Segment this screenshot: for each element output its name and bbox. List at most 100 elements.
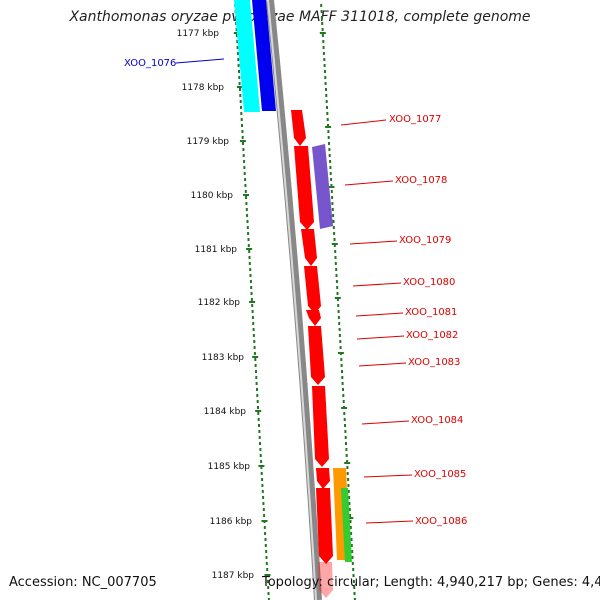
position-label: 1181 kbp <box>195 245 238 255</box>
connector-line <box>175 58 225 64</box>
track-dot <box>267 598 270 600</box>
track-dot <box>248 250 251 253</box>
track-dot <box>337 310 340 313</box>
track-major-tick <box>246 248 253 250</box>
track-dot <box>323 64 326 67</box>
track-dot <box>238 76 241 79</box>
gene-feature-red[interactable] <box>304 266 321 314</box>
connector-line <box>365 520 414 524</box>
track-dot <box>250 298 253 301</box>
track-dot <box>240 118 243 121</box>
track-dot <box>250 292 253 295</box>
gene-label[interactable]: XOO_1076 <box>124 58 176 69</box>
track-dot <box>242 148 245 151</box>
track-dot <box>237 64 240 67</box>
track-dot <box>251 304 254 307</box>
track-dot <box>266 568 269 571</box>
track-dot <box>342 400 345 403</box>
track-dot <box>241 130 244 133</box>
gene-feature-green[interactable] <box>341 488 352 562</box>
track-dot <box>257 406 259 409</box>
track-major-tick <box>341 407 348 409</box>
connector-line <box>358 362 407 367</box>
track-dot <box>264 538 267 541</box>
track-dot <box>338 328 341 331</box>
track-dot <box>263 514 266 517</box>
gene-feature-blue[interactable] <box>252 0 276 111</box>
gene-feature-purple[interactable] <box>312 144 333 229</box>
gene-feature-red[interactable] <box>306 310 321 326</box>
gene-label[interactable]: XOO_1086 <box>415 516 467 527</box>
track-dot <box>260 460 263 463</box>
track-dot <box>349 514 352 517</box>
track-dot <box>333 244 336 247</box>
position-label: 1186 kbp <box>210 517 253 527</box>
track-dot <box>261 478 264 481</box>
track-dot <box>239 88 241 91</box>
track-dot <box>324 76 327 79</box>
gene-label[interactable]: XOO_1085 <box>414 469 466 480</box>
track-dot <box>238 70 240 73</box>
gene-label[interactable]: XOO_1079 <box>399 235 451 246</box>
connector-line <box>355 312 404 317</box>
gene-label[interactable]: XOO_1082 <box>406 330 458 341</box>
track-dot <box>332 226 335 229</box>
position-label: 1180 kbp <box>191 191 234 201</box>
position-label: 1179 kbp <box>187 137 230 147</box>
gene-label[interactable]: XOO_1078 <box>395 175 447 186</box>
track-dot <box>348 502 351 505</box>
track-dot <box>352 568 355 571</box>
track-dot <box>266 580 269 583</box>
genome-title: Xanthomonas oryzae pv. oryzae MAFF 31101… <box>69 9 531 25</box>
track-dot <box>249 280 252 283</box>
track-dot <box>329 166 332 169</box>
gene-feature-red-faded[interactable] <box>318 562 333 598</box>
track-dot <box>344 424 346 427</box>
track-dot <box>262 508 265 511</box>
track-dot <box>260 466 263 469</box>
gene-label[interactable]: XOO_1077 <box>389 114 441 125</box>
track-dot <box>327 130 330 133</box>
track-dot <box>335 280 338 283</box>
gene-label[interactable]: XOO_1080 <box>403 277 455 288</box>
gene-labels: XOO_1076 XOO_1077 XOO_1078 XOO_1079 XOO_… <box>124 58 467 527</box>
track-dot <box>320 10 323 13</box>
connector-line <box>356 335 405 340</box>
gene-label[interactable]: XOO_1083 <box>408 357 460 368</box>
track-dot <box>321 28 324 31</box>
track-dot <box>324 82 327 85</box>
track-dot <box>253 340 256 343</box>
position-label: 1185 kbp <box>208 462 251 472</box>
track-dot <box>254 358 257 361</box>
gene-label[interactable]: XOO_1084 <box>411 415 463 426</box>
gene-feature-red[interactable] <box>308 326 325 385</box>
track-dot <box>341 370 343 373</box>
track-dot <box>242 154 245 157</box>
track-dot <box>262 502 265 505</box>
position-label: 1184 kbp <box>204 407 247 417</box>
track-dot <box>343 418 346 421</box>
track-dot <box>247 232 250 235</box>
gene-feature-cyan[interactable] <box>234 0 260 112</box>
genome-backbone <box>266 0 322 600</box>
position-label: 1183 kbp <box>202 353 245 363</box>
gene-label[interactable]: XOO_1081 <box>405 307 457 318</box>
track-dot <box>257 418 260 421</box>
track-dot <box>338 322 341 325</box>
gene-feature-red[interactable] <box>294 146 314 230</box>
gene-feature-red[interactable] <box>301 229 317 266</box>
track-dot <box>342 394 345 397</box>
gene-feature-red[interactable] <box>312 386 329 467</box>
track-dot <box>351 556 354 559</box>
gene-feature-red[interactable] <box>291 110 306 146</box>
track-major-tick <box>252 356 259 358</box>
track-major-tick <box>261 520 268 522</box>
track-dot <box>252 328 255 331</box>
track-dot <box>332 214 335 217</box>
gene-feature-red[interactable] <box>316 468 330 489</box>
track-dot <box>341 376 344 379</box>
gene-feature-red[interactable] <box>316 488 333 564</box>
track-dot <box>326 118 329 121</box>
track-dot <box>330 178 333 181</box>
track-major-tick <box>258 465 265 467</box>
